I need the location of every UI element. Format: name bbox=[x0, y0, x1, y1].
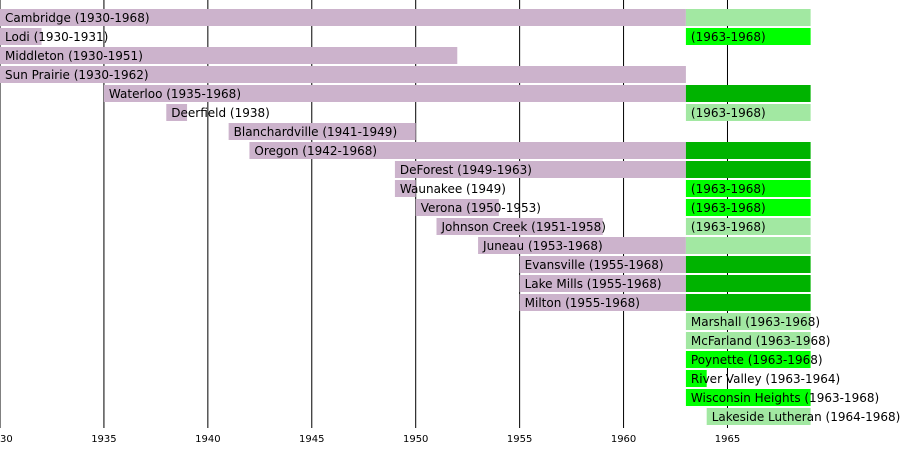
bar-label: (1963-1968) bbox=[691, 30, 766, 44]
bar-label: Cambridge (1930-1968) bbox=[5, 11, 150, 25]
timeline-bar bbox=[685, 237, 811, 254]
x-tick-label: 1935 bbox=[91, 434, 116, 445]
timeline-bar bbox=[685, 85, 811, 102]
x-tick-label: 1930 bbox=[0, 434, 13, 445]
timeline-bar bbox=[0, 47, 458, 64]
timeline-bar bbox=[166, 104, 188, 121]
timeline-bar bbox=[685, 199, 811, 216]
bar-label: Juneau (1953-1968) bbox=[482, 239, 603, 253]
timeline-bar bbox=[436, 218, 603, 235]
timeline-bar bbox=[478, 237, 686, 254]
timeline-bar bbox=[685, 256, 811, 273]
x-tick-label: 1955 bbox=[507, 434, 532, 445]
timeline-bar bbox=[0, 9, 686, 26]
timeline-bar bbox=[394, 180, 416, 197]
bar-label: Evansville (1955-1968) bbox=[525, 258, 664, 272]
timeline-bar bbox=[685, 142, 811, 159]
timeline-bar bbox=[685, 9, 811, 26]
bar-label: (1963-1968) bbox=[691, 106, 766, 120]
timeline-bar bbox=[685, 351, 811, 368]
timeline-bar bbox=[0, 66, 686, 83]
bar-label: Lake Mills (1955-1968) bbox=[525, 277, 662, 291]
bar-label: Verona (1950-1953) bbox=[421, 201, 541, 215]
bar-label: Poynette (1963-1968) bbox=[691, 353, 823, 367]
timeline-bar bbox=[519, 256, 686, 273]
x-tick-label: 1945 bbox=[299, 434, 324, 445]
timeline-bar bbox=[706, 408, 811, 425]
timeline-bar bbox=[685, 313, 811, 330]
timeline-bar bbox=[685, 28, 811, 45]
bar-label: Waterloo (1935-1968) bbox=[109, 87, 241, 101]
bar-label: Blanchardville (1941-1949) bbox=[234, 125, 398, 139]
bar-label: Waunakee (1949) bbox=[400, 182, 506, 196]
bar-label: McFarland (1963-1968) bbox=[691, 334, 831, 348]
timeline-bar bbox=[685, 332, 811, 349]
bar-label: Wisconsin Heights (1963-1968) bbox=[691, 391, 879, 405]
timeline-bar bbox=[0, 28, 42, 45]
timeline-bar bbox=[685, 218, 811, 235]
bar-label: Milton (1955-1968) bbox=[525, 296, 640, 310]
bar-label: Sun Prairie (1930-1962) bbox=[5, 68, 149, 82]
bar-label: Marshall (1963-1968) bbox=[691, 315, 820, 329]
x-tick-label: 1960 bbox=[611, 434, 636, 445]
bar-label: Johnson Creek (1951-1958) bbox=[440, 220, 605, 234]
timeline-bar bbox=[685, 370, 707, 387]
timeline-bar bbox=[685, 161, 811, 178]
bar-label: Middleton (1930-1951) bbox=[5, 49, 143, 63]
timeline-bar bbox=[685, 275, 811, 292]
timeline-bar bbox=[394, 161, 686, 178]
timeline-bar bbox=[249, 142, 686, 159]
x-tick-label: 1940 bbox=[195, 434, 220, 445]
bar-label: Deerfield (1938) bbox=[171, 106, 270, 120]
timeline-bar bbox=[103, 85, 686, 102]
timeline-bar bbox=[685, 180, 811, 197]
timeline-bar bbox=[685, 389, 811, 406]
x-tick-label: 1950 bbox=[403, 434, 428, 445]
timeline-bar bbox=[685, 104, 811, 121]
timeline-bar bbox=[228, 123, 416, 140]
timeline-bar bbox=[685, 294, 811, 311]
bar-label: Lakeside Lutheran (1964-1968) bbox=[712, 410, 900, 424]
bar-label: Oregon (1942-1968) bbox=[254, 144, 377, 158]
bar-label: River Valley (1963-1964) bbox=[691, 372, 840, 386]
timeline-bar bbox=[519, 294, 686, 311]
bar-label: DeForest (1949-1963) bbox=[400, 163, 532, 177]
bar-label: (1963-1968) bbox=[691, 220, 766, 234]
bar-label: (1963-1968) bbox=[691, 182, 766, 196]
timeline-bar bbox=[415, 199, 499, 216]
x-tick-label: 1965 bbox=[715, 434, 740, 445]
bar-label: Lodi (1930-1931) bbox=[5, 30, 108, 44]
timeline-bar bbox=[519, 275, 686, 292]
bar-label: (1963-1968) bbox=[691, 201, 766, 215]
